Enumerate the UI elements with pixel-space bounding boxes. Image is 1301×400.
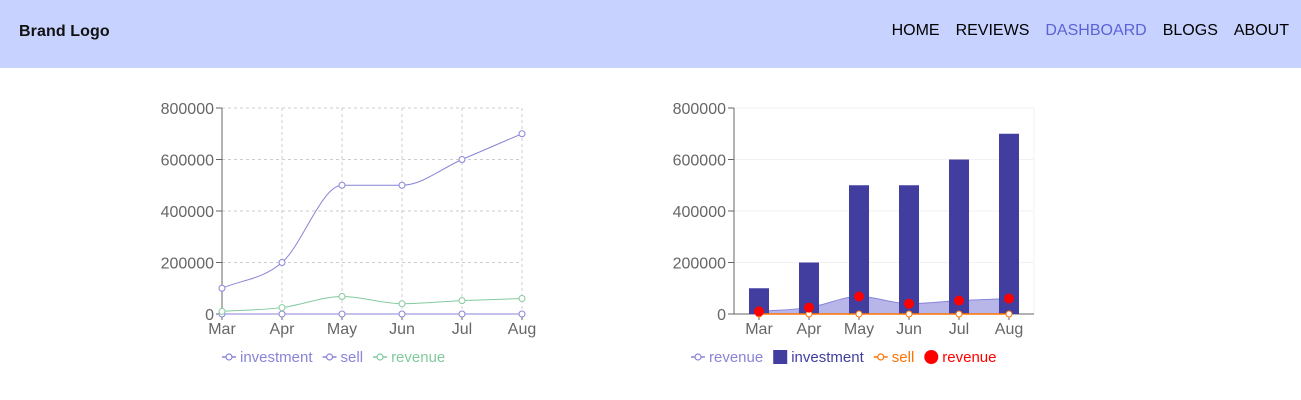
data-point-investment <box>338 181 346 189</box>
bar-investment <box>899 185 919 314</box>
scatter-point-revenue <box>754 306 764 317</box>
data-point-sell <box>905 310 913 318</box>
navbar: Brand Logo HOME REVIEWS DASHBOARD BLOGS … <box>0 0 1301 68</box>
y-tick-label: 0 <box>205 307 214 324</box>
legend-item: revenue <box>691 349 763 366</box>
scatter-point-revenue <box>954 295 964 306</box>
y-tick-label: 800000 <box>673 101 726 118</box>
data-point-revenue <box>218 307 226 315</box>
data-point-sell <box>855 310 863 318</box>
scatter-point-revenue <box>804 302 814 313</box>
data-point-sell <box>518 310 526 318</box>
data-point-investment <box>218 284 226 292</box>
y-tick-label: 800000 <box>161 101 214 118</box>
x-tick-label: Jun <box>389 321 415 338</box>
data-point-revenue <box>338 292 346 300</box>
legend-item: investment <box>222 349 313 366</box>
x-tick-label: Mar <box>208 321 236 338</box>
legend-square-icon <box>773 350 788 364</box>
data-point-sell <box>338 310 346 318</box>
x-tick-label: Jul <box>452 321 472 338</box>
scatter-point-revenue <box>1004 293 1014 304</box>
brand-logo[interactable]: Brand Logo <box>19 23 110 40</box>
legend-item: revenue <box>924 349 997 366</box>
legend-dot-icon <box>325 353 334 361</box>
data-point-revenue <box>278 304 286 312</box>
nav-link-blogs[interactable]: BLOGS <box>1162 22 1218 39</box>
legend-dot-icon <box>225 353 233 361</box>
data-point-investment <box>398 181 406 189</box>
nav-link-home[interactable]: HOME <box>891 22 940 39</box>
data-point-investment <box>458 156 466 163</box>
legend-item: investment <box>773 349 865 366</box>
legend-dot-icon <box>877 353 885 361</box>
nav-link-dashboard[interactable]: DASHBOARD <box>1045 22 1147 39</box>
nav-link-reviews[interactable]: REVIEWS <box>955 22 1030 39</box>
x-tick-label: May <box>844 321 874 338</box>
x-tick-label: May <box>327 321 357 338</box>
bar-investment <box>999 133 1019 314</box>
x-tick-label: Aug <box>508 321 536 338</box>
x-tick-label: Jul <box>949 321 969 338</box>
legend-circle-icon <box>924 350 939 364</box>
y-tick-label: 400000 <box>673 204 726 221</box>
legend-dot-icon <box>376 353 384 361</box>
legend-item: sell <box>322 349 364 366</box>
y-tick-label: 200000 <box>161 256 214 273</box>
data-point-revenue <box>518 295 526 303</box>
legend-label: revenue <box>942 349 996 366</box>
legend-label: sell <box>341 349 364 366</box>
bar-investment <box>949 159 969 314</box>
data-point-sell <box>458 310 466 318</box>
legend-label: investment <box>791 349 864 366</box>
data-point-sell <box>955 310 963 318</box>
data-point-sell <box>398 310 406 318</box>
x-tick-label: Apr <box>797 321 823 338</box>
y-tick-label: 400000 <box>161 204 214 221</box>
legend-dot-icon <box>694 353 702 361</box>
bar-investment <box>749 288 769 314</box>
legend-item: sell <box>873 349 915 366</box>
data-point-revenue <box>398 300 406 308</box>
data-point-investment <box>518 130 526 138</box>
bar-investment <box>849 185 869 314</box>
nav-links: HOME REVIEWS DASHBOARD BLOGS ABOUT <box>892 22 1289 40</box>
data-point-sell <box>1005 310 1013 318</box>
legend-label: sell <box>892 349 915 366</box>
area-revenue <box>759 296 1009 314</box>
legend-label: investment <box>240 349 313 366</box>
legend-label: revenue <box>709 349 763 366</box>
data-point-revenue <box>458 297 466 305</box>
scatter-point-revenue <box>904 298 914 309</box>
nav-link-about[interactable]: ABOUT <box>1233 22 1289 39</box>
series-line-investment <box>221 133 523 289</box>
x-tick-label: Mar <box>745 321 773 338</box>
y-tick-label: 0 <box>717 307 726 324</box>
data-point-investment <box>278 259 286 266</box>
x-tick-label: Apr <box>270 321 296 338</box>
bar-investment <box>799 262 819 314</box>
legend-item: revenue <box>373 349 445 366</box>
x-tick-label: Jun <box>896 321 922 338</box>
y-tick-label: 200000 <box>673 256 726 273</box>
scatter-point-revenue <box>854 291 864 302</box>
x-tick-label: Aug <box>995 321 1023 338</box>
y-tick-label: 600000 <box>673 153 726 170</box>
series-line-revenue <box>221 295 523 312</box>
y-tick-label: 600000 <box>161 153 214 170</box>
legend-label: revenue <box>391 349 445 366</box>
